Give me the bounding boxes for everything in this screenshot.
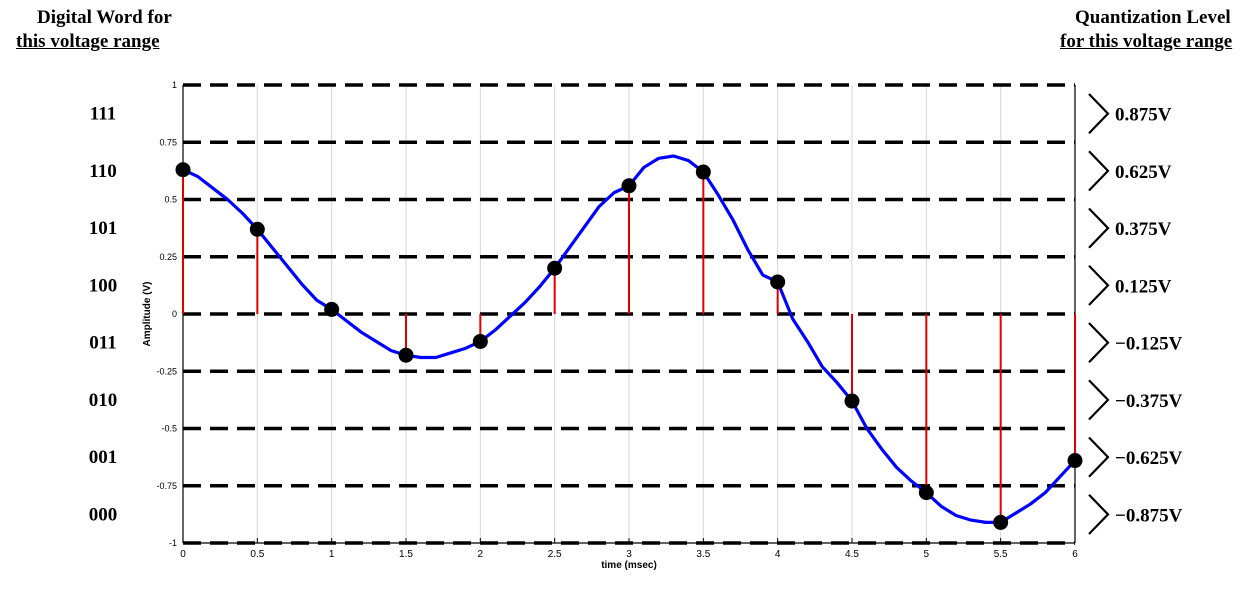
right-header-line1: Quantization Level xyxy=(1075,7,1231,28)
y-tick-label-8: 1 xyxy=(172,80,177,90)
level-bracket-2 xyxy=(1088,379,1110,421)
quantization-level-2: −0.375V xyxy=(1115,391,1183,412)
sample-point-9 xyxy=(844,393,860,409)
sample-point-0 xyxy=(175,162,191,178)
sample-point-2 xyxy=(324,301,340,317)
y-tick-label-5: 0.25 xyxy=(159,252,177,262)
right-header-line2: for this voltage range xyxy=(1060,31,1233,52)
x-tick-label-7: 3.5 xyxy=(696,549,710,560)
left-header-line1: Digital Word for xyxy=(37,7,172,28)
x-axis-label: time (msec) xyxy=(601,560,657,571)
left-header-line2: this voltage range xyxy=(16,31,160,52)
sample-point-3 xyxy=(398,347,414,363)
sample-point-8 xyxy=(770,274,786,290)
x-tick-label-0: 0 xyxy=(180,549,186,560)
digital-word-000: 000 xyxy=(89,504,118,525)
y-tick-label-7: 0.75 xyxy=(159,137,177,147)
x-tick-label-2: 1 xyxy=(329,549,335,560)
level-bracket-3 xyxy=(1088,322,1110,364)
y-tick-label-2: -0.5 xyxy=(161,424,177,434)
level-bracket-7 xyxy=(1088,93,1110,135)
y-tick-label-6: 0.5 xyxy=(164,195,177,205)
sample-point-5 xyxy=(547,260,563,276)
sample-point-6 xyxy=(621,178,637,194)
y-tick-label-0: -1 xyxy=(169,538,177,548)
digital-word-001: 001 xyxy=(89,447,118,468)
sample-point-1 xyxy=(249,221,265,237)
x-tick-label-1: 0.5 xyxy=(250,549,264,560)
x-tick-label-10: 5 xyxy=(924,549,930,560)
y-tick-label-4: 0 xyxy=(172,309,177,319)
level-bracket-6 xyxy=(1088,150,1110,192)
x-tick-label-5: 2.5 xyxy=(548,549,562,560)
level-bracket-0 xyxy=(1088,493,1110,535)
x-tick-label-12: 6 xyxy=(1072,549,1078,560)
x-tick-label-4: 2 xyxy=(478,549,484,560)
digital-word-010: 010 xyxy=(89,390,118,411)
sample-point-4 xyxy=(472,333,488,349)
x-tick-label-9: 4.5 xyxy=(845,549,859,560)
digital-word-111: 111 xyxy=(90,104,116,125)
y-tick-label-3: -0.25 xyxy=(156,366,177,376)
digital-word-110: 110 xyxy=(89,161,116,182)
x-tick-label-11: 5.5 xyxy=(994,549,1008,560)
x-tick-label-3: 1.5 xyxy=(399,549,413,560)
y-tick-label-1: -0.75 xyxy=(156,481,177,491)
quantization-level-1: −0.625V xyxy=(1115,448,1183,469)
quantization-level-0: −0.875V xyxy=(1115,505,1183,526)
digital-word-101: 101 xyxy=(89,218,118,239)
quantization-level-5: 0.375V xyxy=(1115,219,1172,240)
quantization-level-4: 0.125V xyxy=(1115,276,1172,297)
sample-point-10 xyxy=(918,485,934,501)
quantization-level-3: −0.125V xyxy=(1115,334,1183,355)
x-tick-label-6: 3 xyxy=(626,549,632,560)
quantization-level-6: 0.625V xyxy=(1115,162,1172,183)
level-bracket-5 xyxy=(1088,207,1110,249)
sample-point-11 xyxy=(993,514,1009,530)
sample-point-12 xyxy=(1067,453,1083,469)
level-bracket-4 xyxy=(1088,264,1110,306)
sample-point-7 xyxy=(695,164,711,180)
digital-word-011: 011 xyxy=(89,333,116,354)
digital-word-100: 100 xyxy=(89,275,118,296)
level-bracket-1 xyxy=(1088,436,1110,478)
x-tick-label-8: 4 xyxy=(775,549,781,560)
y-axis-label: Amplitude (V) xyxy=(142,282,153,347)
quantization-level-7: 0.875V xyxy=(1115,105,1172,126)
